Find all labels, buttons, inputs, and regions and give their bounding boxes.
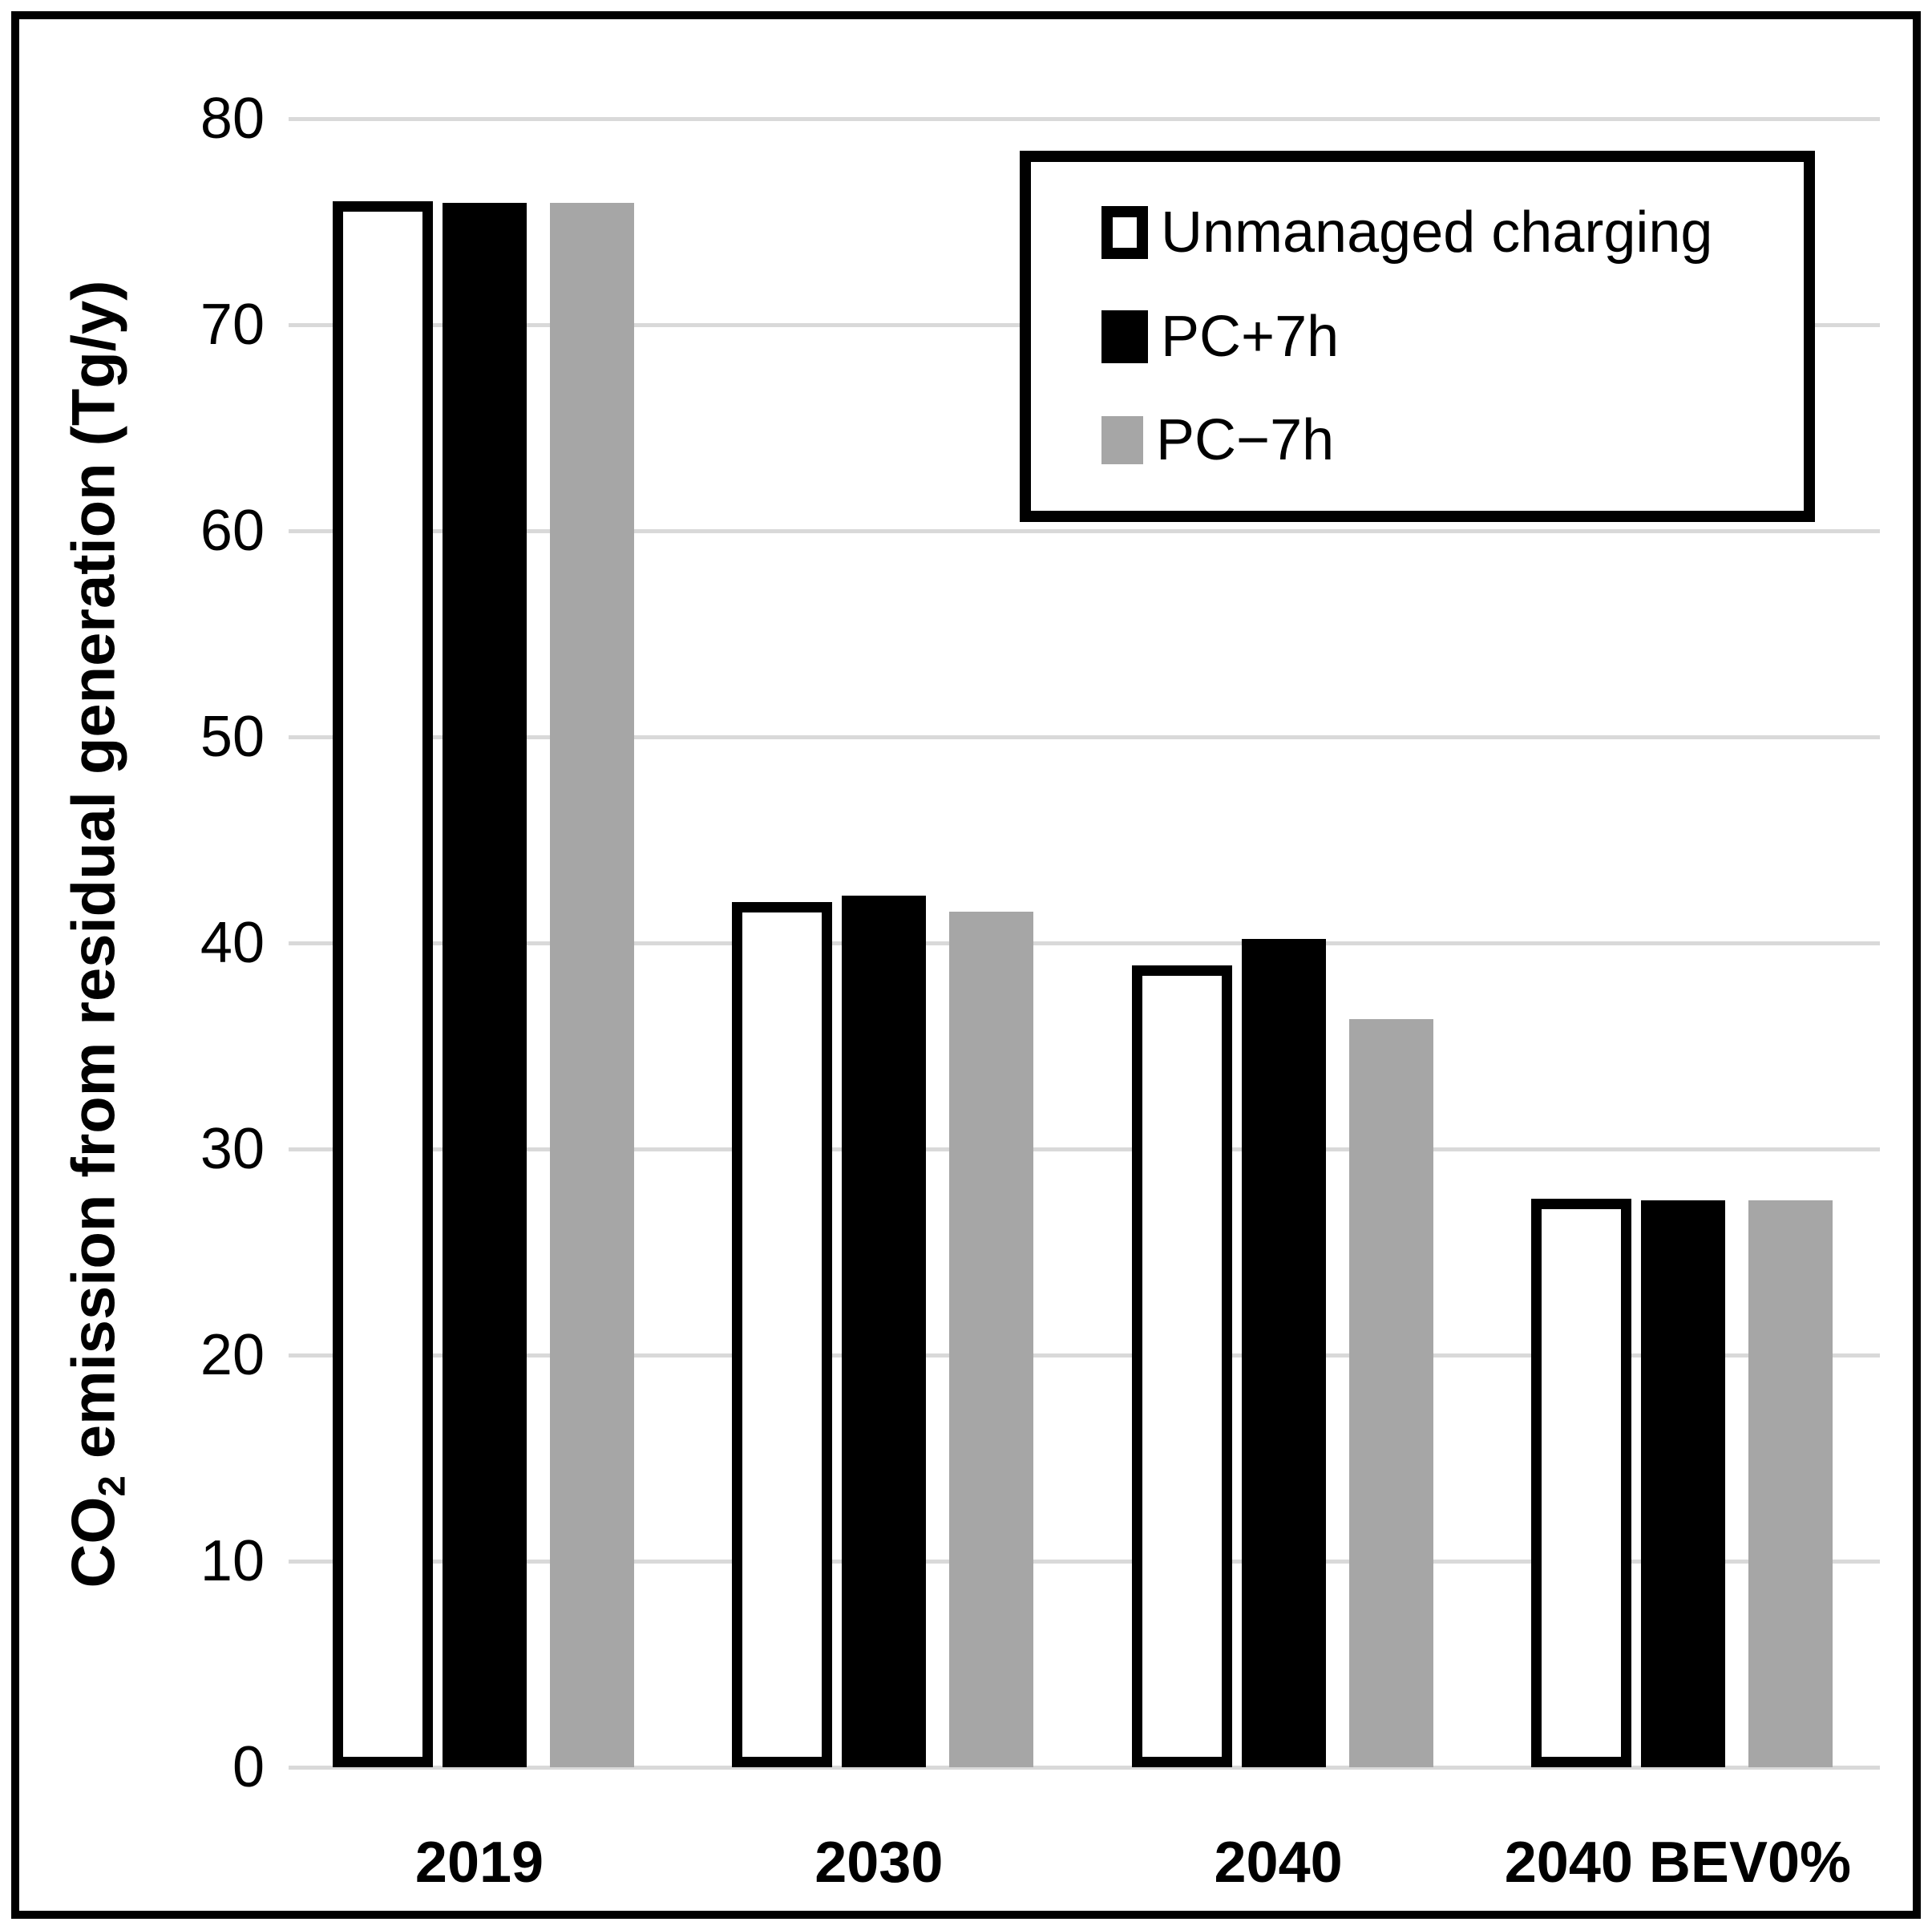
- legend-item-pc-minus-7h: PC−7h: [1101, 407, 1804, 473]
- bar-pc-7h-2030: [842, 895, 927, 1767]
- legend: Unmanaged charging PC+7h PC−7h: [1020, 151, 1815, 522]
- legend-item-pc-plus-7h: PC+7h: [1101, 304, 1804, 370]
- y-axis-title-subscript: 2: [90, 1475, 133, 1497]
- legend-label-unmanaged-charging: Unmanaged charging: [1161, 200, 1713, 265]
- y-tick-label-20: 20: [200, 1323, 265, 1387]
- gridline-50: [289, 734, 1880, 739]
- bar-pc-7h-2019: [550, 203, 634, 1767]
- y-tick-label-70: 70: [200, 293, 265, 357]
- gridline-10: [289, 1559, 1880, 1564]
- gridline-80: [289, 116, 1880, 121]
- bar-unmanaged-charging-2019: [333, 200, 433, 1767]
- y-tick-label-0: 0: [232, 1735, 265, 1799]
- bar-unmanaged-charging-2030: [732, 901, 833, 1767]
- y-tick-label-10: 10: [200, 1529, 265, 1593]
- legend-swatch-pc-minus-7h-icon: [1101, 415, 1143, 464]
- bar-unmanaged-charging-2040-bev0-: [1530, 1198, 1631, 1767]
- x-category-label-2019: 2019: [414, 1831, 544, 1895]
- bar-pc-7h-2040: [1241, 938, 1326, 1767]
- bar-pc-7h-2040-bev0-: [1748, 1200, 1833, 1767]
- y-tick-label-80: 80: [200, 87, 265, 151]
- gridline-30: [289, 1147, 1880, 1151]
- y-axis-title-rest: emission from residual generation (Tg/y): [59, 280, 128, 1476]
- legend-swatch-unmanaged-charging-icon: [1101, 206, 1148, 260]
- legend-label-pc-minus-7h: PC−7h: [1156, 407, 1335, 472]
- legend-swatch-pc-plus-7h-icon: [1101, 310, 1148, 363]
- x-category-label-2030: 2030: [814, 1831, 944, 1895]
- gridline-40: [289, 941, 1880, 945]
- plot-area: [289, 0, 1880, 1770]
- legend-item-unmanaged-charging: Unmanaged charging: [1101, 200, 1804, 265]
- gridline-60: [289, 528, 1880, 533]
- y-tick-label-60: 60: [200, 499, 265, 563]
- gridline-0: [289, 1765, 1880, 1770]
- x-category-label-2040: 2040: [1214, 1831, 1343, 1895]
- legend-label-pc-plus-7h: PC+7h: [1161, 304, 1340, 369]
- bar-pc-7h-2040-bev0-: [1640, 1200, 1725, 1767]
- y-tick-label-50: 50: [200, 705, 265, 769]
- x-category-label-2040-bev0-: 2040 BEV0%: [1504, 1831, 1852, 1895]
- y-tick-label-40: 40: [200, 911, 265, 975]
- bar-pc-7h-2019: [443, 203, 527, 1767]
- y-tick-label-30: 30: [200, 1117, 265, 1181]
- gridline-20: [289, 1353, 1880, 1357]
- bar-pc-7h-2030: [949, 912, 1034, 1767]
- bar-unmanaged-charging-2040: [1131, 965, 1232, 1767]
- bar-pc-7h-2040: [1348, 1019, 1433, 1767]
